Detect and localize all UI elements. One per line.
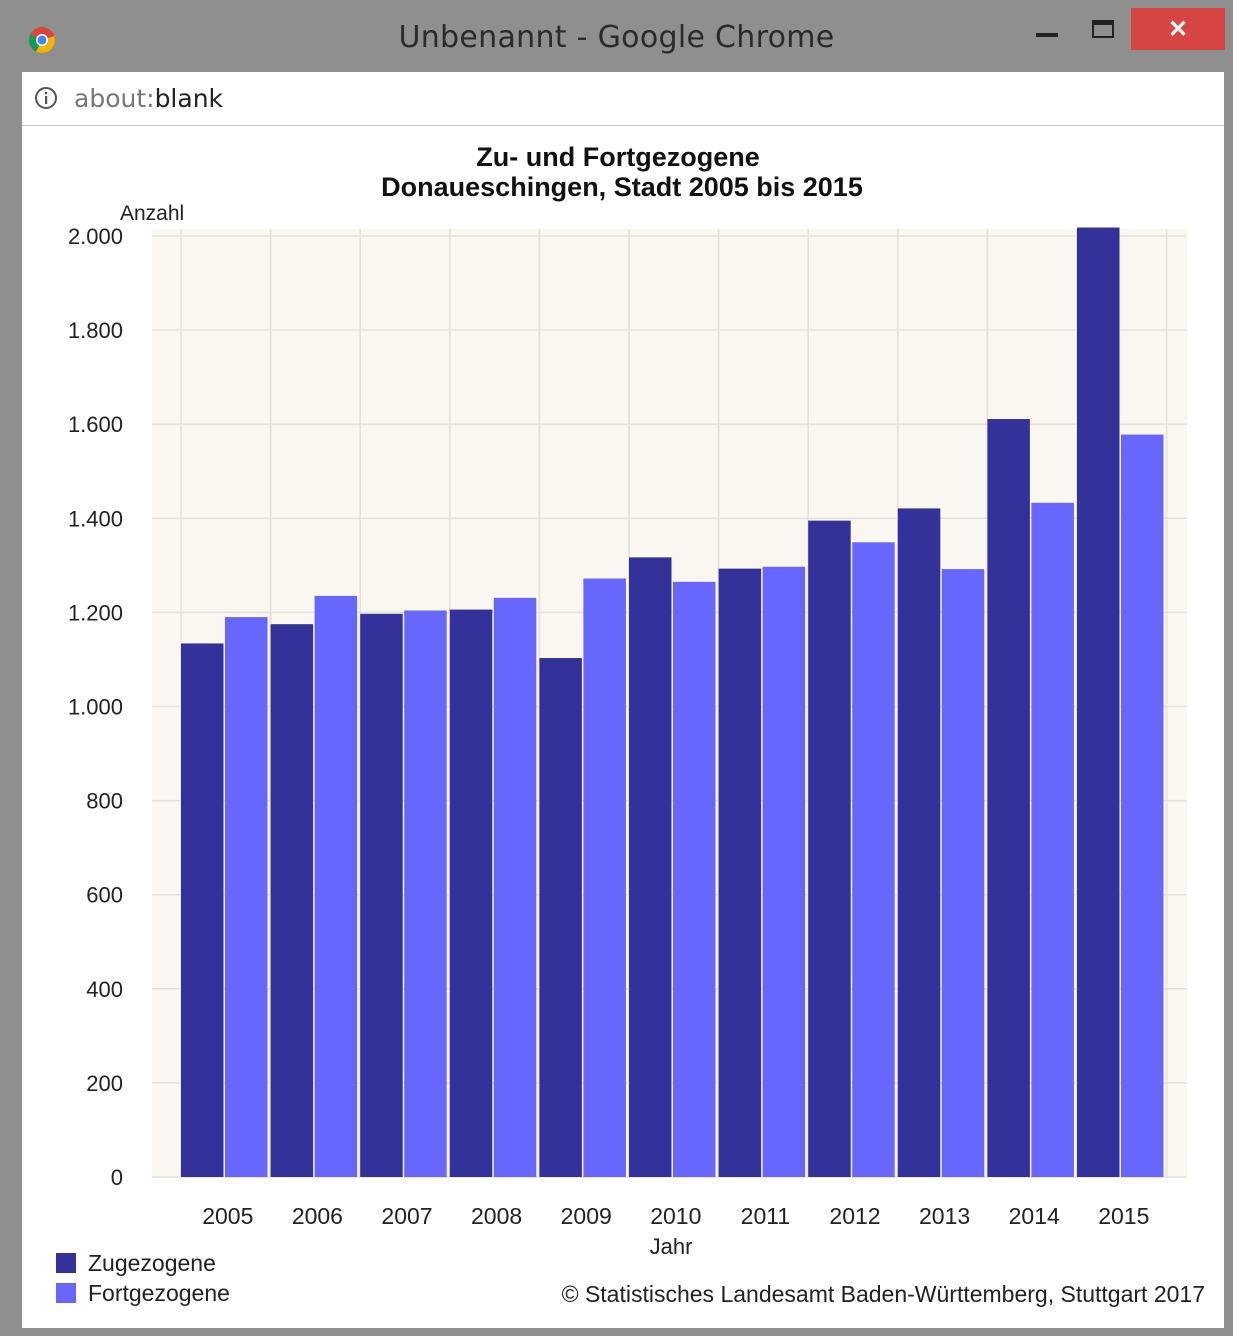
bar-zugezogene-2012 — [808, 520, 851, 1177]
bar-fortgezogene-2015 — [1121, 434, 1164, 1177]
y-tick-label: 200 — [86, 1071, 123, 1096]
y-tick-label: 0 — [111, 1165, 123, 1190]
bar-fortgezogene-2013 — [941, 569, 985, 1177]
y-tick-label: 1.600 — [68, 412, 123, 437]
minimize-icon — [1036, 33, 1058, 37]
address-bar[interactable]: about:blank — [22, 72, 1224, 126]
y-tick-label: 1.800 — [68, 318, 123, 343]
bar-fortgezogene-2012 — [852, 542, 895, 1177]
info-icon[interactable] — [34, 86, 58, 110]
bar-zugezogene-2009 — [539, 658, 582, 1177]
legend-item-fortgezogene: Fortgezogene — [56, 1280, 230, 1306]
legend-label-fortgezogene: Fortgezogene — [88, 1279, 230, 1306]
x-tick-label: 2008 — [471, 1203, 522, 1229]
chrome-logo-icon — [28, 27, 55, 54]
bar-fortgezogene-2011 — [762, 566, 806, 1177]
x-tick-label: 2015 — [1098, 1203, 1149, 1229]
legend-item-zugezogene: Zugezogene — [56, 1250, 216, 1276]
y-tick-label: 2.000 — [68, 224, 123, 249]
bar-zugezogene-2013 — [897, 508, 941, 1177]
title-bar[interactable]: Unbenannt - Google Chrome ✕ — [0, 0, 1233, 72]
minimize-button[interactable] — [1024, 8, 1070, 50]
legend-swatch-zugezogene — [56, 1253, 76, 1273]
bar-zugezogene-2008 — [449, 609, 493, 1177]
url-text[interactable]: about:blank — [74, 84, 223, 113]
y-axis-label: Anzahl — [120, 202, 184, 225]
window-title: Unbenannt - Google Chrome — [398, 20, 835, 55]
x-tick-label: 2006 — [292, 1203, 343, 1229]
x-tick-label: 2013 — [919, 1203, 970, 1229]
bar-zugezogene-2010 — [629, 557, 672, 1177]
legend-swatch-fortgezogene — [56, 1283, 76, 1303]
bar-zugezogene-2014 — [987, 419, 1030, 1177]
bar-fortgezogene-2006 — [314, 595, 358, 1177]
bar-zugezogene-2005 — [181, 643, 224, 1177]
url-scheme: about: — [74, 84, 155, 113]
y-tick-label: 1.200 — [68, 600, 123, 625]
bar-zugezogene-2006 — [270, 624, 314, 1177]
bar-zugezogene-2015 — [1077, 227, 1120, 1177]
x-axis-label: Jahr — [650, 1234, 693, 1259]
x-tick-label: 2012 — [829, 1203, 880, 1229]
chart-title-line2: Donaueschingen, Stadt 2005 bis 2015 — [381, 172, 863, 202]
bar-fortgezogene-2008 — [493, 597, 537, 1177]
x-tick-label: 2009 — [561, 1203, 612, 1229]
bar-zugezogene-2007 — [360, 613, 403, 1177]
x-tick-label: 2011 — [741, 1203, 790, 1229]
x-tick-label: 2007 — [381, 1203, 432, 1229]
bar-fortgezogene-2010 — [673, 581, 716, 1177]
x-tick-label: 2005 — [202, 1203, 253, 1229]
y-tick-label: 800 — [86, 789, 123, 814]
bar-zugezogene-2011 — [718, 568, 762, 1177]
x-tick-label: 2014 — [1009, 1203, 1060, 1229]
source-note: © Statistisches Landesamt Baden-Württemb… — [561, 1281, 1205, 1307]
close-icon: ✕ — [1167, 15, 1189, 43]
chart-title-line1: Zu- und Fortgezogene — [476, 142, 759, 172]
maximize-icon — [1092, 20, 1114, 38]
bar-fortgezogene-2009 — [583, 578, 626, 1177]
y-tick-label: 400 — [86, 977, 123, 1002]
y-tick-label: 1.000 — [68, 695, 123, 720]
x-tick-label: 2010 — [650, 1203, 701, 1229]
close-button[interactable]: ✕ — [1131, 8, 1225, 50]
y-tick-label: 1.400 — [68, 506, 123, 531]
bar-fortgezogene-2005 — [225, 617, 268, 1177]
url-path: blank — [154, 84, 224, 113]
legend-label-zugezogene: Zugezogene — [88, 1249, 216, 1276]
y-tick-label: 600 — [86, 883, 123, 908]
bar-fortgezogene-2014 — [1031, 502, 1074, 1177]
maximize-button[interactable] — [1080, 8, 1126, 50]
bar-fortgezogene-2007 — [404, 610, 447, 1177]
